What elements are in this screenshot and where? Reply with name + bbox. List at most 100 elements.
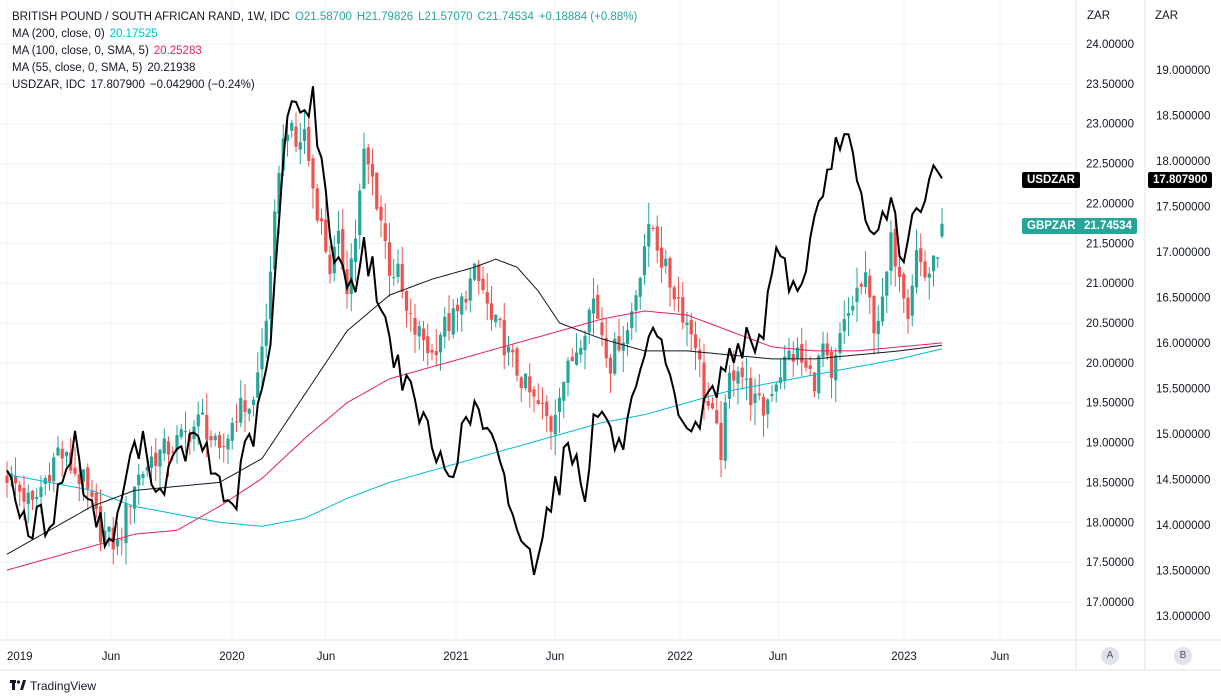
candle-body (587, 309, 591, 333)
candle-body (553, 414, 557, 435)
axis-a-tick-label: 21.00000 (1086, 278, 1134, 290)
axis-a-tick-label: 18.50000 (1086, 477, 1134, 489)
candle-body (570, 356, 574, 362)
candle-body (795, 347, 800, 359)
axis-b-tick-label: 15.500000 (1156, 384, 1210, 396)
candle-body (290, 122, 294, 131)
candle-body (158, 449, 162, 467)
candle-body (698, 349, 702, 360)
candle-body (451, 308, 455, 335)
candle-body (205, 415, 209, 440)
candle-body (825, 343, 829, 356)
candle-body (889, 232, 893, 271)
axis-b-tick-label: 17.000000 (1156, 247, 1210, 259)
candle-body (179, 429, 183, 438)
time-axis-label: 2023 (891, 651, 917, 663)
candle-body (829, 352, 834, 378)
candle-body (47, 475, 52, 482)
right-axis-b: 19.000000 18.500000 18.000000 17.500000 17.0… (1156, 65, 1210, 623)
legend-ma200-label[interactable]: MA (200, close, 0) (12, 28, 105, 40)
axis-a-tick-label: 19.00000 (1086, 438, 1134, 450)
axis-b-tick-label: 14.000000 (1156, 520, 1210, 532)
candle-body (842, 318, 846, 332)
candle-body (715, 410, 719, 424)
candle-body (128, 506, 132, 508)
candle-body (902, 273, 906, 299)
candle-body (43, 477, 47, 484)
axis-b-tick-label: 16.500000 (1156, 293, 1210, 305)
axis-b-tick-label: 13.000000 (1156, 611, 1210, 623)
candle-body (137, 474, 141, 486)
axis-a-tick-label: 24.00000 (1086, 39, 1134, 51)
candle-body (672, 287, 676, 300)
legend-ma55-label[interactable]: MA (55, close, 0, SMA, 5) (12, 62, 143, 74)
tradingview-brand[interactable]: TradingView (10, 679, 96, 693)
candle-body (481, 278, 485, 291)
candle-body (757, 393, 761, 396)
candle-body (30, 490, 35, 500)
candle-body (77, 474, 81, 485)
candle-body (736, 371, 740, 384)
candle-body (876, 320, 880, 335)
candle-body (94, 492, 98, 510)
candle-body (749, 377, 753, 406)
candle-body (494, 314, 498, 323)
candle-body (685, 322, 689, 326)
axis-a-tick-label: 20.00000 (1086, 358, 1134, 370)
candle-body (324, 219, 328, 252)
legend-row-ma55: MA (55, close, 0, SMA, 5) 20.21938 (12, 60, 637, 77)
scale-a-button[interactable]: A (1101, 647, 1119, 665)
candle-body (315, 188, 319, 221)
legend-symbol[interactable]: BRITISH POUND / SOUTH AFRICAN RAND, 1W, … (12, 11, 290, 23)
candle-body (532, 389, 536, 397)
candle-body (438, 334, 443, 353)
axis-a-tick-label: 19.50000 (1086, 398, 1134, 410)
axis-a-tick-label: 20.50000 (1086, 318, 1134, 330)
candle-body (838, 333, 842, 354)
usdzar-value-tag: 17.807900 (1148, 172, 1213, 188)
candle-body (239, 397, 243, 423)
axis-b-currency: ZAR (1155, 10, 1178, 22)
ma200-line (6, 348, 943, 527)
candle-body (596, 294, 600, 319)
candle-body (702, 362, 706, 403)
legend-usdzar-label[interactable]: USDZAR, IDC (12, 79, 86, 91)
candle-body (60, 448, 64, 459)
legend-ma100-label[interactable]: MA (100, close, 0, SMA, 5) (12, 45, 149, 57)
candle-body (166, 441, 171, 455)
candle-body (175, 435, 179, 451)
candle-body (642, 246, 647, 276)
candle-body (778, 377, 783, 384)
axis-a-tick-label: 23.00000 (1086, 119, 1134, 131)
candle-body (604, 337, 608, 359)
tradingview-logo-icon (10, 679, 26, 693)
candle-body (940, 223, 944, 237)
candle-body (787, 350, 791, 359)
legend-row-symbol: BRITISH POUND / SOUTH AFRICAN RAND, 1W, … (12, 9, 637, 26)
candle-body (931, 255, 936, 272)
candle-body (39, 487, 43, 497)
candle-body (668, 257, 672, 288)
candle-body (880, 296, 885, 322)
candle-body (655, 226, 659, 251)
candle-body (647, 224, 651, 247)
legend-ma200-value: 20.17525 (109, 28, 158, 40)
legend-row-ma100: MA (100, close, 0, SMA, 5) 20.25283 (12, 43, 637, 60)
candle-body (392, 277, 396, 279)
candle-body (710, 403, 715, 409)
time-axis-label: Jun (317, 651, 336, 663)
candle-body (897, 266, 902, 277)
candle-body (566, 360, 570, 383)
candle-body (430, 349, 434, 353)
candle-body (859, 283, 863, 287)
legend-close: C21.74534 (477, 11, 534, 23)
ma100-line (6, 310, 943, 571)
scale-b-button[interactable]: B (1174, 647, 1192, 665)
candle-body (761, 396, 766, 416)
legend-row-usdzar: USDZAR, IDC 17.807900 −0.042900 (−0.24%) (12, 77, 637, 94)
candle-body (443, 316, 447, 337)
candle-body (56, 447, 60, 456)
candle-body (477, 264, 481, 282)
candle-body (855, 287, 859, 303)
